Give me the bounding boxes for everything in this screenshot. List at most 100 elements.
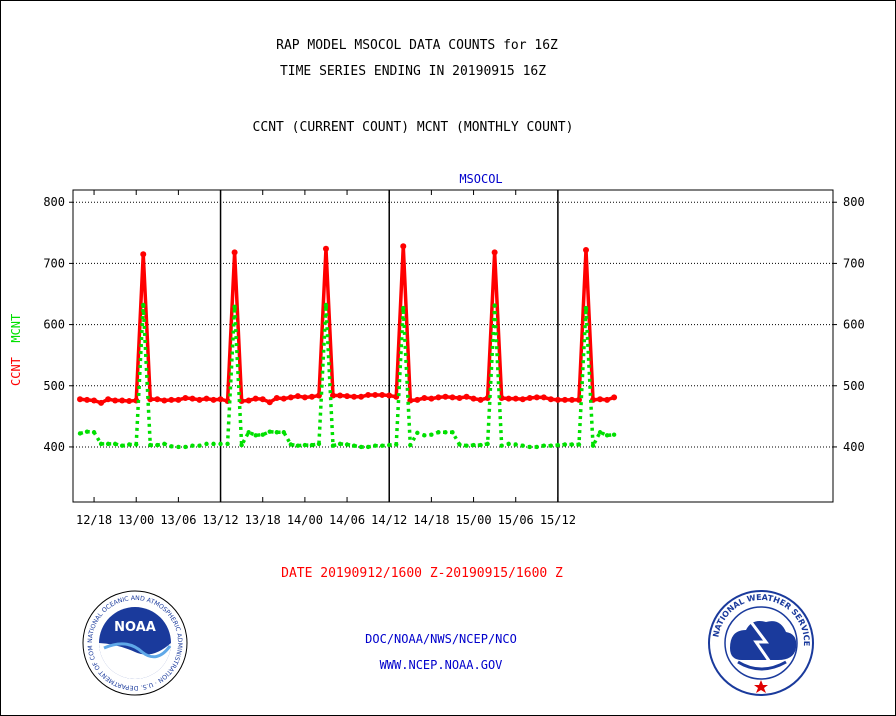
series-point-ccnt-71 <box>575 396 582 403</box>
series-point-mcnt-50 <box>429 432 434 437</box>
series-point-ccnt-1 <box>84 396 91 403</box>
series-point-mcnt-17 <box>197 443 202 448</box>
series-point-ccnt-31 <box>294 393 301 400</box>
series-point-ccnt-65 <box>533 394 540 401</box>
series-point-mcnt-10 <box>148 442 153 448</box>
x-tick-label-4: 13/18 <box>245 513 281 527</box>
noaa-logo[interactable]: NOAA NATIONAL OCEANIC AND ATMOSPHERIC AD… <box>82 590 188 696</box>
y-tick-left-700: 700 <box>43 256 65 270</box>
series-point-ccnt-24 <box>245 397 252 404</box>
series-point-ccnt-32 <box>301 394 308 401</box>
y-tick-right-800: 800 <box>843 195 865 209</box>
series-point-ccnt-27 <box>266 399 273 406</box>
series-point-mcnt-8 <box>134 442 139 447</box>
series-point-ccnt-36 <box>330 392 336 399</box>
series-point-mcnt-52 <box>443 430 448 435</box>
series-point-ccnt-26 <box>259 396 266 403</box>
series-point-ccnt-39 <box>351 393 358 400</box>
series-point-mcnt-15 <box>183 444 188 450</box>
nws-logo[interactable]: NATIONAL WEATHER SERVICE <box>708 590 814 696</box>
series-point-mcnt-68 <box>555 442 561 448</box>
series-point-ccnt-30 <box>287 394 294 401</box>
series-point-mcnt-62 <box>513 442 518 447</box>
series-point-ccnt-33 <box>308 393 315 400</box>
series-point-mcnt-42 <box>372 443 378 448</box>
series-point-ccnt-75 <box>604 396 611 403</box>
x-tick-label-1: 13/00 <box>118 513 154 527</box>
series-point-mcnt-67 <box>548 443 554 448</box>
x-tick-label-11: 15/12 <box>540 513 576 527</box>
series-point-mcnt-23 <box>239 442 244 448</box>
y-tick-right-400: 400 <box>843 440 865 454</box>
series-point-mcnt-61 <box>506 441 511 447</box>
noaa-logo-text: NOAA <box>114 620 156 635</box>
series-point-mcnt-7 <box>126 442 132 447</box>
series-point-mcnt-57 <box>478 442 483 448</box>
series-point-ccnt-66 <box>540 394 547 401</box>
series-point-mcnt-69 <box>562 442 568 447</box>
series-point-mcnt-35 <box>323 302 329 308</box>
series-point-ccnt-12 <box>161 397 168 404</box>
series-point-mcnt-4 <box>105 441 111 447</box>
series-point-mcnt-54 <box>457 442 462 447</box>
series-point-ccnt-70 <box>568 396 575 403</box>
x-tick-label-7: 14/12 <box>371 513 407 527</box>
series-point-mcnt-11 <box>155 442 160 448</box>
series-point-ccnt-52 <box>442 393 449 400</box>
series-point-ccnt-5 <box>112 397 119 404</box>
series-point-mcnt-37 <box>337 441 343 447</box>
series-point-ccnt-63 <box>519 396 526 403</box>
series-point-ccnt-18 <box>203 395 210 402</box>
series-point-mcnt-39 <box>351 443 357 448</box>
series-point-mcnt-72 <box>583 305 589 311</box>
agency-link[interactable]: DOC/NOAA/NWS/NCEP/NCO <box>365 632 517 646</box>
website-link[interactable]: WWW.NCEP.NOAA.GOV <box>379 658 503 672</box>
x-tick-label-9: 15/00 <box>455 513 491 527</box>
series-point-mcnt-34 <box>316 441 322 447</box>
series-point-ccnt-28 <box>273 395 280 401</box>
series-point-ccnt-20 <box>217 396 224 403</box>
series-point-mcnt-20 <box>218 441 223 447</box>
series-point-ccnt-17 <box>196 396 203 403</box>
series-point-mcnt-6 <box>119 443 125 448</box>
y-axis-label-ccnt: CCNT <box>9 357 23 386</box>
series-point-ccnt-55 <box>463 393 470 400</box>
y-tick-left-400: 400 <box>43 440 65 454</box>
series-point-ccnt-51 <box>435 394 442 401</box>
series-point-ccnt-15 <box>182 395 189 401</box>
series-point-ccnt-16 <box>189 395 196 402</box>
series-point-mcnt-65 <box>534 444 540 450</box>
series-point-ccnt-59 <box>491 249 498 256</box>
series-point-mcnt-12 <box>162 441 167 447</box>
series-point-ccnt-13 <box>168 396 175 403</box>
series-point-mcnt-13 <box>169 444 174 449</box>
series-point-mcnt-64 <box>527 444 532 450</box>
series-point-ccnt-46 <box>400 243 407 250</box>
x-tick-label-0: 12/18 <box>76 513 112 527</box>
series-point-mcnt-27 <box>267 429 272 434</box>
series-point-ccnt-38 <box>344 393 351 400</box>
series-point-mcnt-21 <box>225 441 230 447</box>
chart-title-line2: TIME SERIES ENDING IN 20190915 16Z <box>279 64 547 79</box>
series-point-ccnt-3 <box>98 399 105 406</box>
series-point-ccnt-2 <box>91 397 98 404</box>
series-point-ccnt-64 <box>526 395 533 401</box>
x-tick-label-6: 14/06 <box>329 513 365 527</box>
chart-canvas: MSOCOL 400 400 500 500 600 600 700 700 800 800 12/1… <box>43 172 865 527</box>
series-point-ccnt-11 <box>154 396 161 403</box>
series-point-mcnt-71 <box>576 442 582 447</box>
series-point-ccnt-74 <box>597 396 604 403</box>
series-point-ccnt-44 <box>386 392 393 399</box>
y-tick-left-800: 800 <box>43 195 65 209</box>
series-point-ccnt-0 <box>77 396 83 403</box>
series-point-mcnt-75 <box>604 433 610 438</box>
series-point-ccnt-41 <box>365 391 372 398</box>
series-point-ccnt-49 <box>421 395 428 401</box>
series-point-mcnt-70 <box>569 442 575 447</box>
x-tick-label-5: 14/00 <box>287 513 323 527</box>
series-point-mcnt-29 <box>281 430 287 435</box>
series-point-mcnt-45 <box>394 442 399 447</box>
y-tick-right-600: 600 <box>843 318 865 332</box>
series-point-ccnt-61 <box>505 395 512 402</box>
series-point-ccnt-6 <box>119 397 126 404</box>
